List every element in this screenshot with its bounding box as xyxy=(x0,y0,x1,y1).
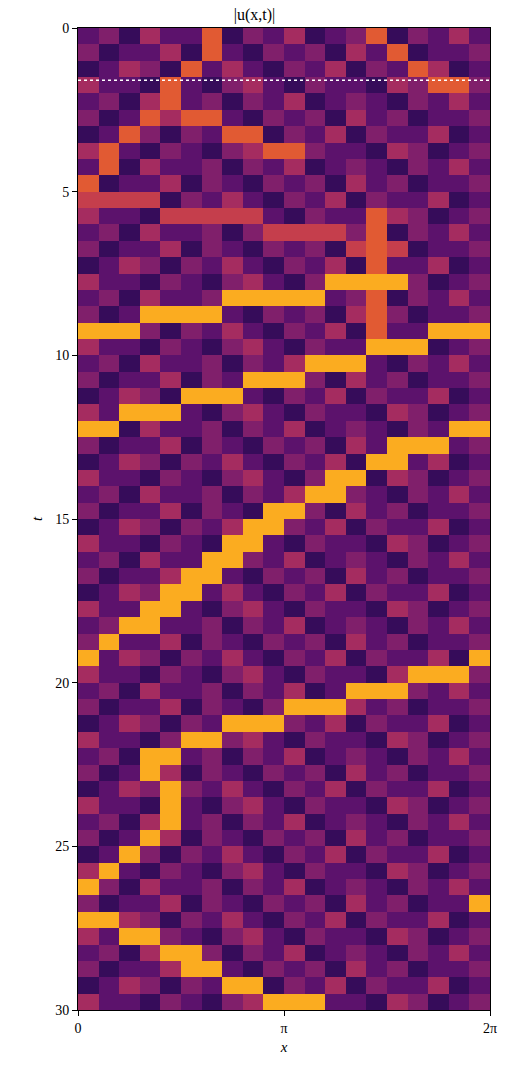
svg-text:30: 30 xyxy=(55,1003,69,1018)
svg-text:0: 0 xyxy=(75,1021,82,1036)
svg-text:10: 10 xyxy=(55,348,69,363)
svg-text:x: x xyxy=(280,1039,288,1055)
svg-text:|u(x,t)|: |u(x,t)| xyxy=(234,6,276,24)
svg-text:0: 0 xyxy=(62,21,69,36)
svg-text:15: 15 xyxy=(55,512,69,527)
svg-text:25: 25 xyxy=(55,839,69,854)
svg-text:5: 5 xyxy=(62,185,69,200)
svg-text:π: π xyxy=(280,1021,287,1036)
svg-text:2π: 2π xyxy=(483,1021,497,1036)
svg-text:t: t xyxy=(29,516,45,521)
svg-text:20: 20 xyxy=(55,676,69,691)
